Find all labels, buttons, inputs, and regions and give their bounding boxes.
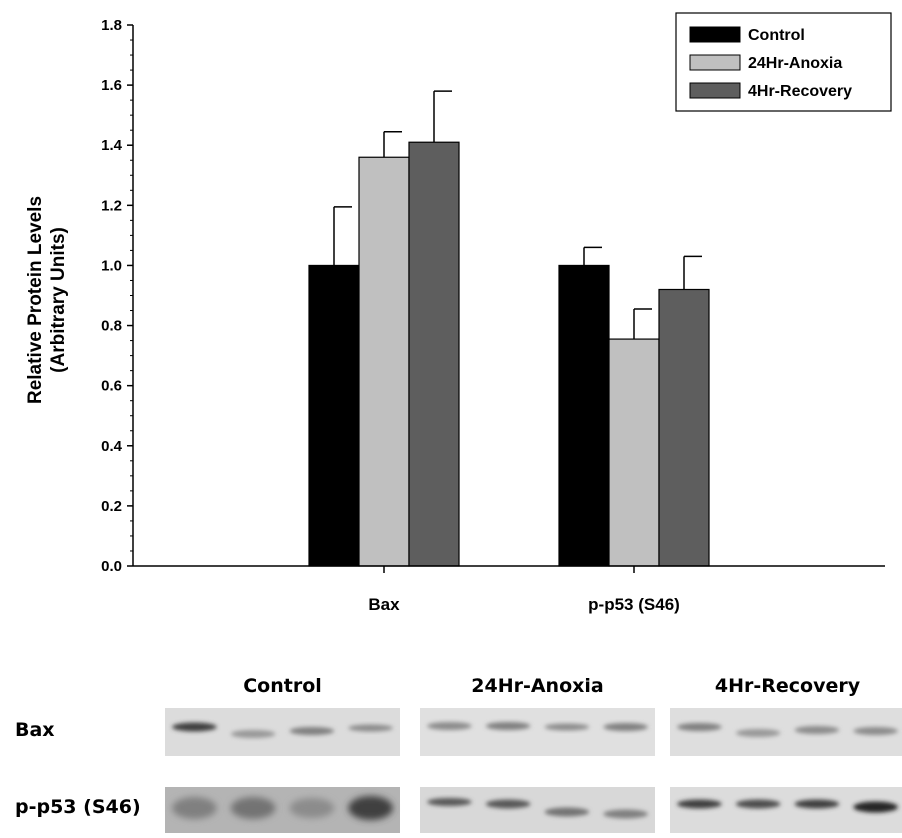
legend-swatch [689,26,741,43]
blot-band [735,799,781,809]
bars [308,141,710,567]
legend-label: Control [748,27,805,44]
blot-row-label: Bax [15,719,55,741]
blot-row-labels: Bax p-p53 (S46) [15,719,141,818]
bar-4hr-recovery-0 [408,141,460,567]
blot-group-label: Control [243,675,322,697]
blot-band [853,801,898,813]
y-axis-ticks: 0.0 0.2 0.4 0.6 0.8 1.0 1.2 1.4 1.6 1.8 [101,17,133,575]
blot-band [289,798,335,818]
blot-band [427,722,472,730]
blot-band [735,729,781,737]
blot-band [677,723,722,731]
axes [132,25,885,573]
y-tick-label: 1.4 [101,137,123,154]
y-tick-label: 0.0 [101,558,122,575]
legend-label: 24Hr-Anoxia [748,55,842,72]
bar-control-1 [558,264,610,567]
legend-label: 4Hr-Recovery [748,83,852,100]
y-tick-label: 0.4 [101,438,123,455]
blot-band [794,799,840,809]
x-tick-label: Bax [368,595,400,614]
legend-swatch [689,54,741,71]
blot-band [544,807,590,817]
y-tick-label: 0.8 [101,318,122,335]
legend-swatch [689,82,741,99]
x-tick-label: p-p53 (S46) [588,595,680,614]
y-tick-label: 1.6 [101,77,122,94]
western-blots: Control 24Hr-Anoxia 4Hr-Recovery Bax p-p53 … [15,675,902,833]
blot-panel [165,708,400,756]
blot-band [427,798,472,806]
blot-band [348,724,393,732]
y-tick-label: 1.2 [101,197,122,214]
blot-band [289,727,335,735]
y-axis-title-line1: Relative Protein Levels [25,196,46,404]
y-tick-label: 0.2 [101,498,122,515]
y-tick-label: 0.6 [101,378,122,395]
blot-group-label: 4Hr-Recovery [715,675,861,697]
blot-row-label: p-p53 (S46) [15,796,141,818]
blot-band [603,723,648,731]
y-axis-title: Relative Protein Levels (Arbitrary Units… [25,196,69,404]
y-axis-title-line2: (Arbitrary Units) [48,227,69,373]
x-axis-labels: Bax p-p53 (S46) [368,595,679,614]
blot-band [485,799,531,809]
blot-band [348,796,393,820]
blot-band [172,722,217,732]
blot-panels [165,708,902,833]
blot-band [230,730,276,738]
blot-band [794,726,840,734]
blot-band [544,723,590,731]
bar-4hr-recovery-1 [658,288,710,567]
y-tick-label: 1.8 [101,17,122,34]
blot-band [853,727,898,735]
blot-group-label: 24Hr-Anoxia [471,675,603,697]
blot-band [230,797,276,819]
bar-24hr-anoxia-0 [358,156,410,567]
y-tick-label: 1.0 [101,257,122,274]
bar-chart: Relative Protein Levels (Arbitrary Units… [25,12,892,614]
blot-panel [420,708,655,756]
blot-band [603,809,648,819]
error-bars [333,90,702,340]
bar-24hr-anoxia-1 [608,338,660,567]
blot-group-labels: Control 24Hr-Anoxia 4Hr-Recovery [243,675,861,697]
blot-band [172,797,217,819]
blot-band [485,722,531,730]
blot-band [677,799,722,809]
legend: Control 24Hr-Anoxia 4Hr-Recovery [675,12,892,112]
bar-control-0 [308,264,360,567]
